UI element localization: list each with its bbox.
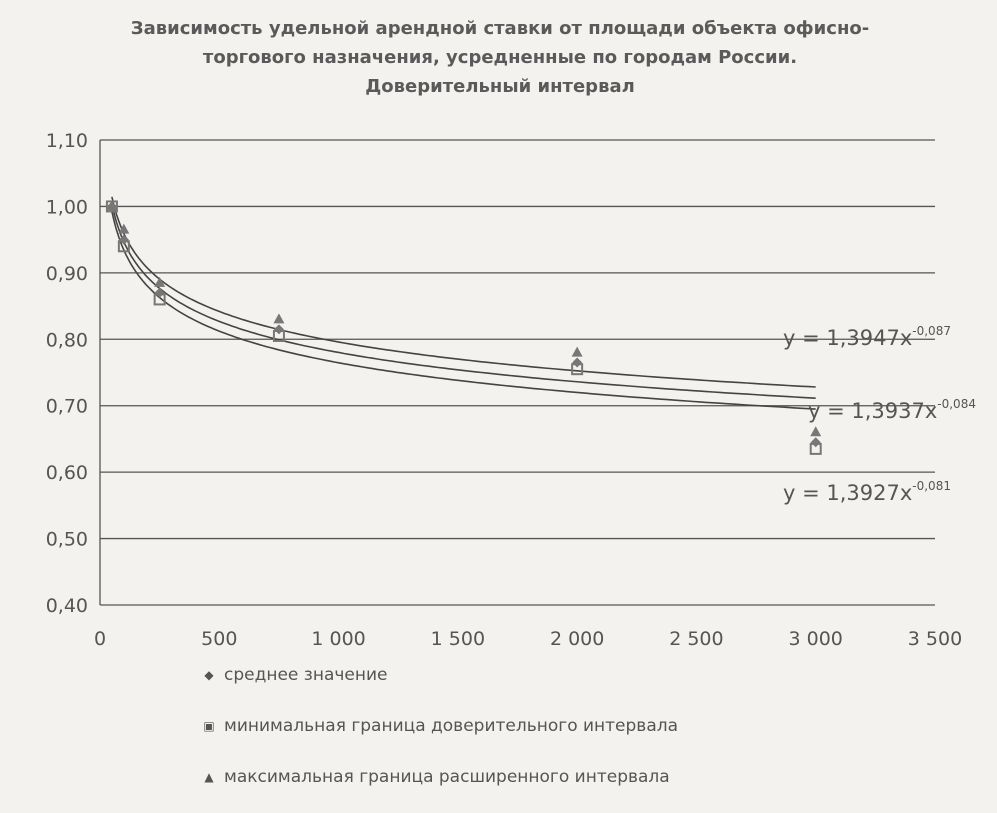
y-tick-label: 0,40 bbox=[46, 595, 88, 617]
diamond-point bbox=[810, 437, 821, 448]
legend-label-max: максимальная граница расширенного интерв… bbox=[224, 766, 670, 787]
trendline-equation-3: y = 1,3927x-0,081 bbox=[783, 479, 951, 505]
x-tick-label: 3 000 bbox=[789, 628, 843, 650]
y-tick-label: 0,90 bbox=[46, 263, 88, 285]
square-point bbox=[153, 293, 166, 306]
legend-item-mean: ◆ среднее значение bbox=[200, 660, 678, 689]
legend-item-max: ▲ максимальная граница расширенного инте… bbox=[200, 762, 678, 791]
chart-title-line-2: торгового назначения, усредненные по гор… bbox=[202, 47, 798, 68]
diamond-point bbox=[154, 287, 165, 298]
triangle-marker-icon: ▲ bbox=[204, 769, 214, 784]
trendline-equation-1: y = 1,3947x-0,087 bbox=[783, 324, 951, 350]
x-tick-label: 2 500 bbox=[669, 628, 723, 650]
triangle-point bbox=[810, 426, 822, 437]
x-tick-label: 1 500 bbox=[431, 628, 485, 650]
plot-area: 0,40 0,50 0,60 0,70 0,80 0,90 1,00 1,10 0 500 1 00… bbox=[46, 130, 976, 650]
trendline-2 bbox=[111, 204, 816, 399]
square-marker-icon: ▣ bbox=[203, 718, 215, 733]
square-point bbox=[571, 363, 584, 376]
square-point bbox=[272, 329, 285, 342]
y-tick-label: 0,50 bbox=[46, 529, 88, 551]
square-point bbox=[809, 442, 822, 455]
square-point bbox=[117, 240, 130, 253]
chart: Зависимость удельной арендной ставки от … bbox=[46, 14, 976, 787]
triangle-point bbox=[118, 223, 130, 234]
y-tick-label: 0,60 bbox=[46, 462, 88, 484]
diamond-point bbox=[572, 357, 583, 368]
x-tick-label: 500 bbox=[201, 628, 237, 650]
y-tick-label: 1,10 bbox=[46, 130, 88, 152]
x-tick-label: 0 bbox=[94, 628, 106, 650]
x-tick-label: 3 500 bbox=[908, 628, 962, 650]
x-tick-label: 1 000 bbox=[311, 628, 365, 650]
trendline-3 bbox=[111, 196, 816, 388]
legend: ◆ среднее значение ▣ минимальная граница… bbox=[200, 660, 678, 813]
x-tick-label: 2 000 bbox=[550, 628, 604, 650]
legend-label-mean: среднее значение bbox=[224, 664, 388, 685]
chart-title-line-1: Зависимость удельной арендной ставки от … bbox=[130, 18, 870, 39]
legend-label-min: минимальная граница доверительного интер… bbox=[224, 715, 679, 736]
legend-item-min: ▣ минимальная граница доверительного инт… bbox=[200, 711, 678, 740]
trendline-1 bbox=[111, 211, 816, 410]
chart-title-line-3: Доверительный интервал bbox=[365, 76, 635, 97]
triangle-point bbox=[571, 346, 583, 357]
triangle-point bbox=[106, 200, 118, 211]
y-tick-label: 0,80 bbox=[46, 329, 88, 351]
diamond-point bbox=[273, 324, 284, 335]
trendline-equation-2: y = 1,3937x-0,084 bbox=[808, 397, 976, 423]
triangle-point bbox=[154, 276, 166, 287]
y-tick-label: 1,00 bbox=[46, 196, 88, 218]
diamond-marker-icon: ◆ bbox=[204, 667, 214, 682]
y-tick-label: 0,70 bbox=[46, 396, 88, 418]
triangle-point bbox=[273, 313, 285, 324]
chart-title: Зависимость удельной арендной ставки от … bbox=[70, 14, 930, 101]
